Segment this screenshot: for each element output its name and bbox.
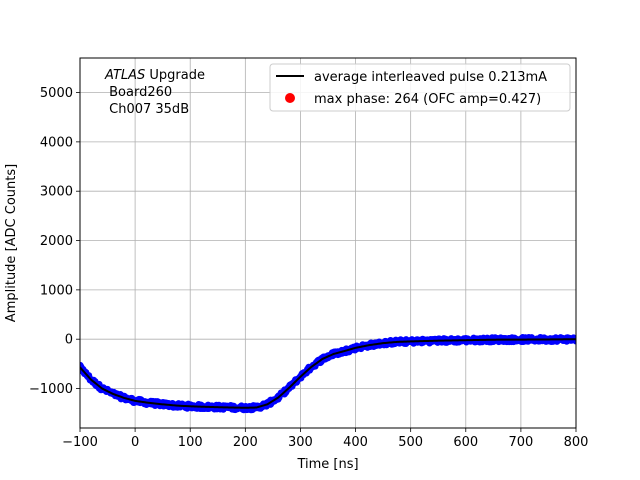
x-tick-label: 400 bbox=[343, 435, 368, 450]
x-tick-label: 500 bbox=[398, 435, 423, 450]
x-tick-label: 100 bbox=[178, 435, 203, 450]
x-axis-ticks: −100 0 100 200 300 400 500 600 700 800 bbox=[62, 428, 588, 450]
y-tick-label: 4000 bbox=[40, 135, 73, 150]
legend-entry-average-pulse: average interleaved pulse 0.213mA bbox=[314, 70, 547, 85]
y-tick-label: 1000 bbox=[40, 283, 73, 298]
annotation-line-2: Board260 bbox=[105, 85, 172, 100]
annotation-italic: ATLAS bbox=[104, 68, 145, 83]
y-axis-label: Amplitude [ADC Counts] bbox=[4, 164, 19, 322]
y-tick-label: 5000 bbox=[40, 86, 73, 101]
x-tick-label: 300 bbox=[288, 435, 313, 450]
axes-frame bbox=[79, 57, 577, 429]
legend-marker-swatch bbox=[285, 93, 295, 103]
annotation-line-3: Ch007 35dB bbox=[105, 102, 189, 117]
annotation-line-1: ATLAS Upgrade bbox=[104, 68, 205, 83]
x-tick-label: 700 bbox=[508, 435, 533, 450]
x-tick-label: 800 bbox=[564, 435, 589, 450]
average-pulse-line bbox=[80, 338, 576, 409]
y-tick-label: −1000 bbox=[29, 382, 73, 397]
x-tick-label: 200 bbox=[233, 435, 258, 450]
legend-box bbox=[269, 63, 571, 112]
legend: average interleaved pulse 0.213mA max ph… bbox=[269, 63, 571, 112]
annotation-rest: Upgrade bbox=[145, 68, 205, 83]
y-axis-ticks: −1000 0 1000 2000 3000 4000 5000 bbox=[29, 86, 80, 397]
x-axis-label: Time [ns] bbox=[296, 457, 358, 472]
y-tick-label: 0 bbox=[65, 333, 73, 348]
atlas-annotation: ATLAS Upgrade Board260 Ch007 35dB bbox=[104, 68, 205, 117]
legend-entry-max-phase: max phase: 264 (OFC amp=0.427) bbox=[314, 92, 541, 107]
x-tick-label: 0 bbox=[131, 435, 139, 450]
x-tick-label: 600 bbox=[453, 435, 478, 450]
y-tick-label: 3000 bbox=[40, 185, 73, 200]
x-tick-label: −100 bbox=[62, 435, 98, 450]
plot-area bbox=[80, 58, 576, 428]
y-tick-label: 2000 bbox=[40, 234, 73, 249]
average-pulse-layer bbox=[80, 338, 576, 409]
